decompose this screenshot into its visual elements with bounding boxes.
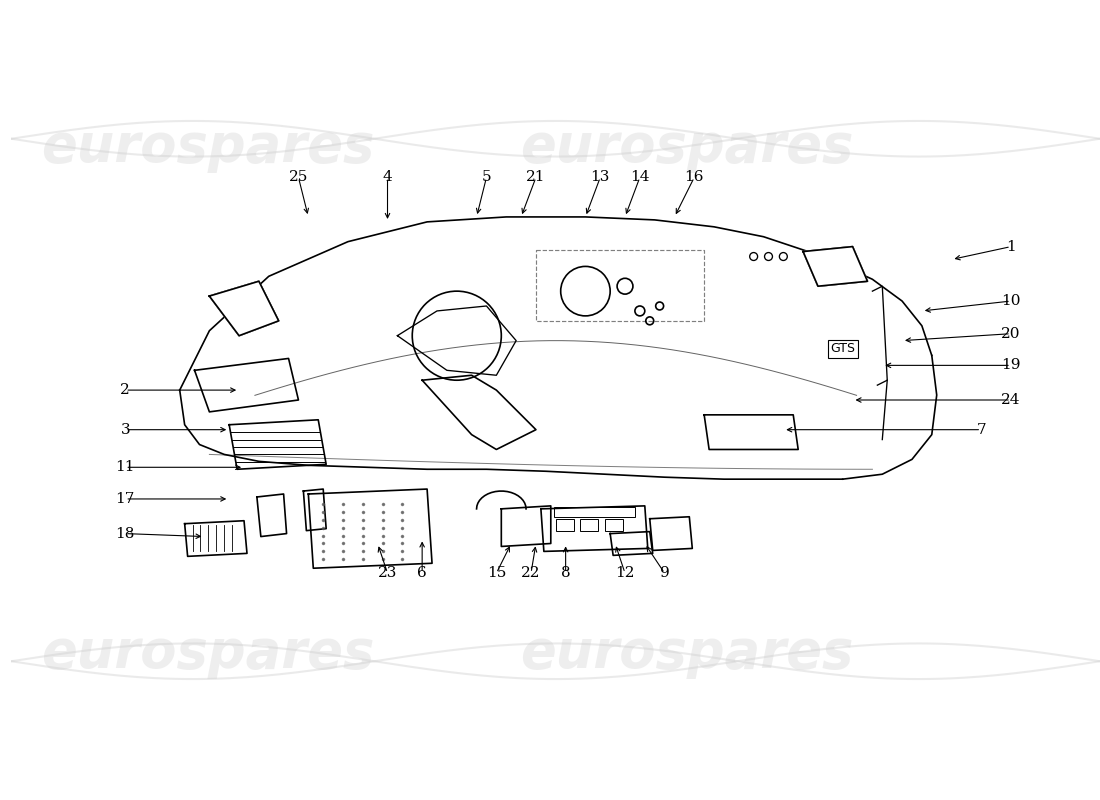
- Text: 19: 19: [1001, 358, 1021, 372]
- Text: 7: 7: [977, 422, 986, 437]
- Text: 3: 3: [121, 422, 130, 437]
- FancyBboxPatch shape: [605, 518, 623, 530]
- Text: 10: 10: [1001, 294, 1021, 308]
- Text: 5: 5: [482, 170, 492, 184]
- Text: 12: 12: [615, 566, 635, 580]
- Text: 9: 9: [660, 566, 670, 580]
- Text: 14: 14: [630, 170, 650, 184]
- Text: 6: 6: [417, 566, 427, 580]
- FancyBboxPatch shape: [581, 518, 598, 530]
- Text: 1: 1: [1006, 240, 1015, 254]
- Text: 21: 21: [526, 170, 546, 184]
- Text: eurospares: eurospares: [41, 627, 374, 679]
- FancyBboxPatch shape: [553, 507, 635, 517]
- Polygon shape: [209, 282, 278, 336]
- FancyBboxPatch shape: [556, 518, 573, 530]
- Text: 2: 2: [120, 383, 130, 397]
- Text: 16: 16: [684, 170, 704, 184]
- Text: GTS: GTS: [830, 342, 855, 355]
- Text: 18: 18: [116, 526, 135, 541]
- Text: eurospares: eurospares: [519, 121, 852, 173]
- Text: 13: 13: [591, 170, 611, 184]
- Text: eurospares: eurospares: [41, 121, 374, 173]
- Text: 24: 24: [1001, 393, 1021, 407]
- Polygon shape: [803, 246, 868, 286]
- Text: eurospares: eurospares: [519, 627, 852, 679]
- Text: 20: 20: [1001, 326, 1021, 341]
- Text: 15: 15: [486, 566, 506, 580]
- Text: 17: 17: [116, 492, 135, 506]
- Text: 25: 25: [289, 170, 308, 184]
- Text: 22: 22: [521, 566, 541, 580]
- Text: 8: 8: [561, 566, 571, 580]
- Text: 11: 11: [116, 460, 135, 474]
- Text: 23: 23: [377, 566, 397, 580]
- Text: 4: 4: [383, 170, 393, 184]
